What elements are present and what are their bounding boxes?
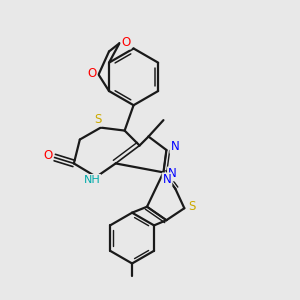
Text: N: N	[168, 167, 177, 180]
Text: O: O	[122, 36, 131, 49]
Text: N: N	[163, 173, 171, 186]
Text: S: S	[188, 200, 196, 213]
Text: S: S	[94, 113, 101, 126]
Text: N: N	[170, 140, 179, 153]
Text: NH: NH	[83, 175, 100, 185]
Text: O: O	[43, 149, 52, 163]
Text: O: O	[87, 67, 97, 80]
